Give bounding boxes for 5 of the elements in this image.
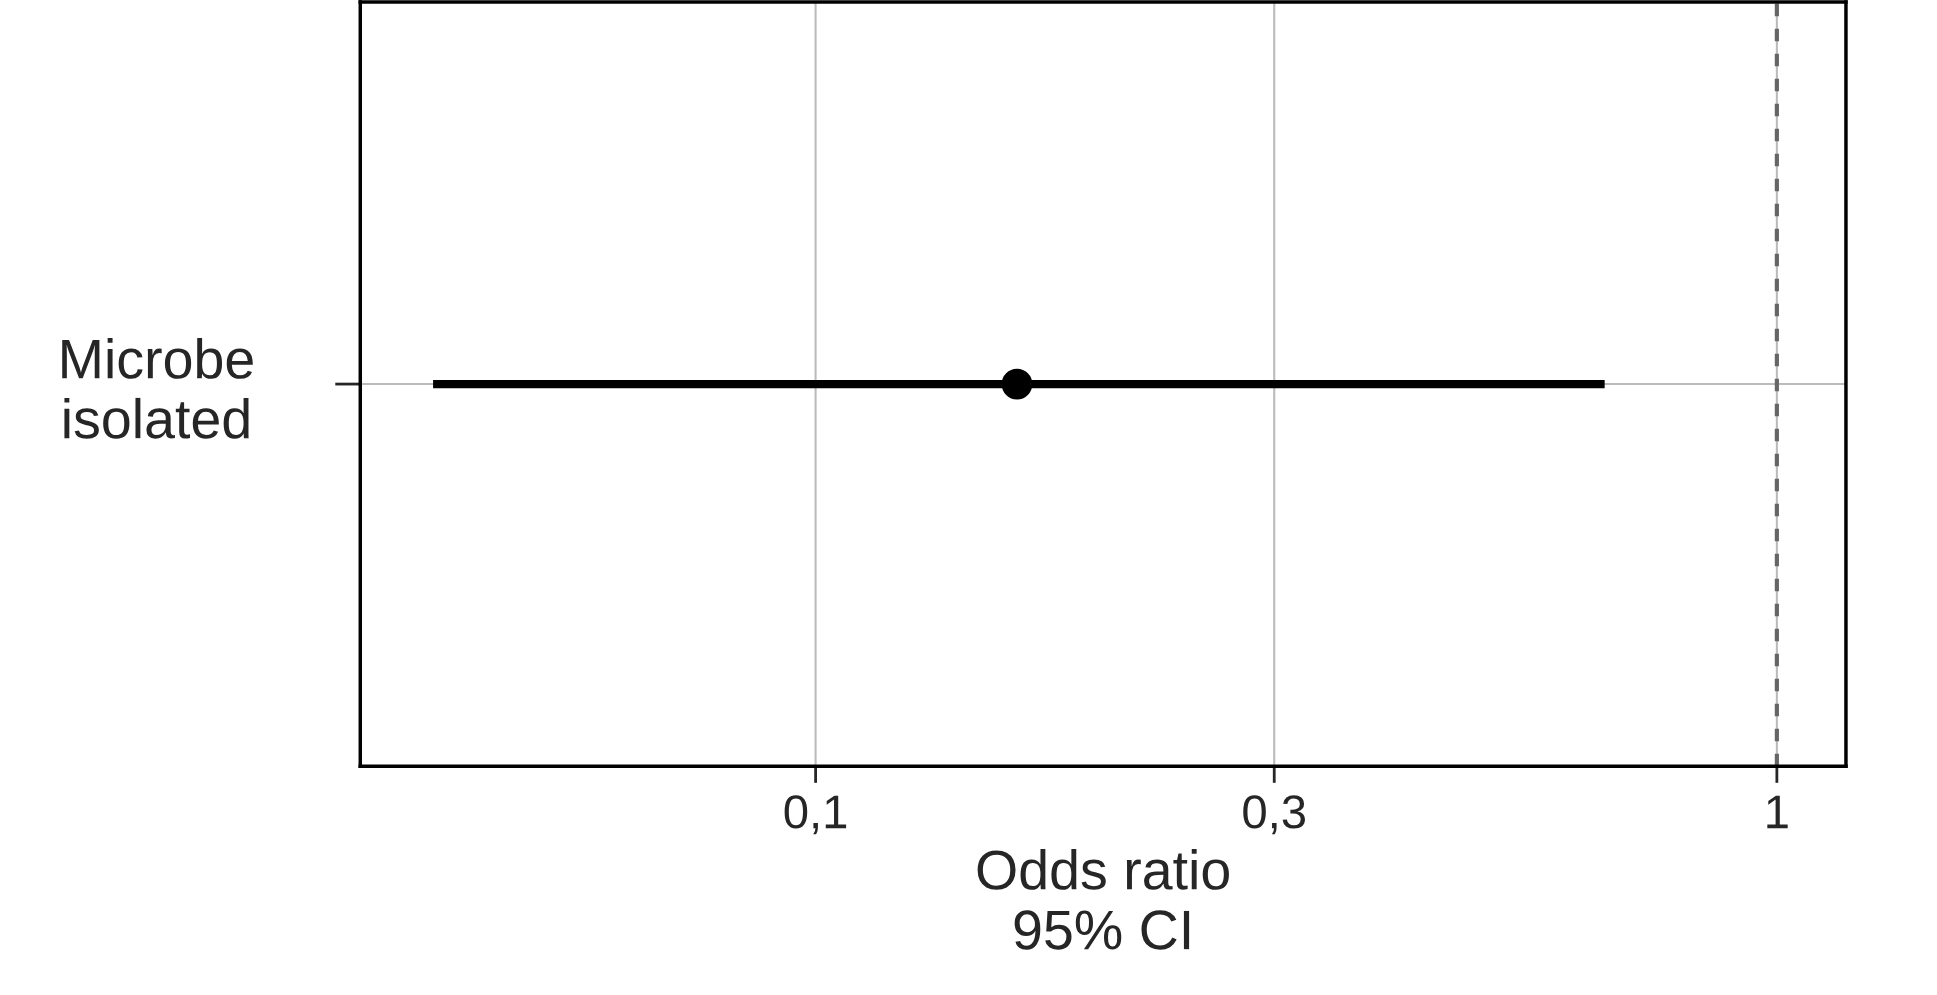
x-tick-label: 0,1 [784, 795, 847, 835]
y-tick-label: Microbe isolated [62, 338, 253, 439]
x-tick-label: 1 [1767, 795, 1788, 829]
x-tick-label: 0,3 [1243, 795, 1305, 835]
x-axis-title: Odds ratio 95% CI [977, 849, 1229, 950]
